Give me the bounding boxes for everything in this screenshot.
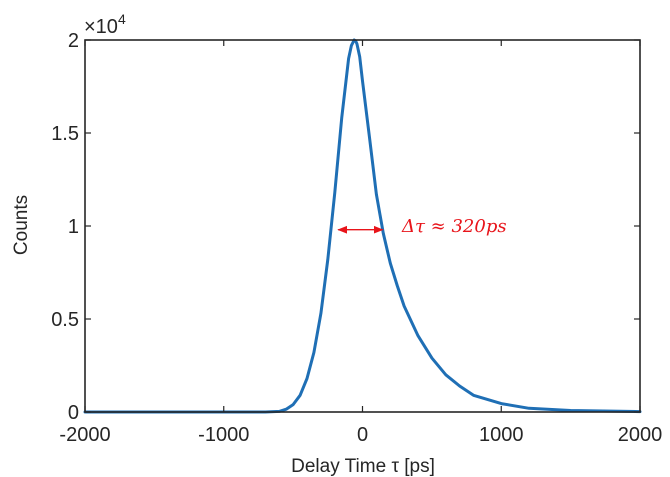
axes: -2000 -1000 0 1000 2000 0 0.5 1 1.5 2 xyxy=(51,30,662,446)
fwhm-annotation-label: Δτ ≈ 320ps xyxy=(401,216,507,237)
plot-layer xyxy=(83,38,642,414)
y-tick-label: 0 xyxy=(68,402,79,424)
y-tick-label: 0.5 xyxy=(51,309,79,331)
y-tick-label: 1 xyxy=(68,216,79,238)
y-tick-label: 1.5 xyxy=(51,123,79,145)
y-axis-multiplier: ×104 xyxy=(84,11,126,38)
x-tick-label: 1000 xyxy=(479,424,524,446)
y-tick-label: 2 xyxy=(68,30,79,52)
x-tick-label: 2000 xyxy=(618,424,663,446)
x-tick-label: 0 xyxy=(357,424,368,446)
y-axis-multiplier-base: ×10 xyxy=(84,16,118,38)
y-axis-label: Counts xyxy=(11,195,32,255)
x-axis-label: Delay Time τ [ps] xyxy=(291,456,435,477)
x-tick-label: -2000 xyxy=(59,424,110,446)
y-axis-multiplier-exponent: 4 xyxy=(118,11,126,27)
x-tick-label: -1000 xyxy=(198,424,249,446)
plot-frame xyxy=(84,39,641,413)
series-line-0 xyxy=(83,38,642,414)
